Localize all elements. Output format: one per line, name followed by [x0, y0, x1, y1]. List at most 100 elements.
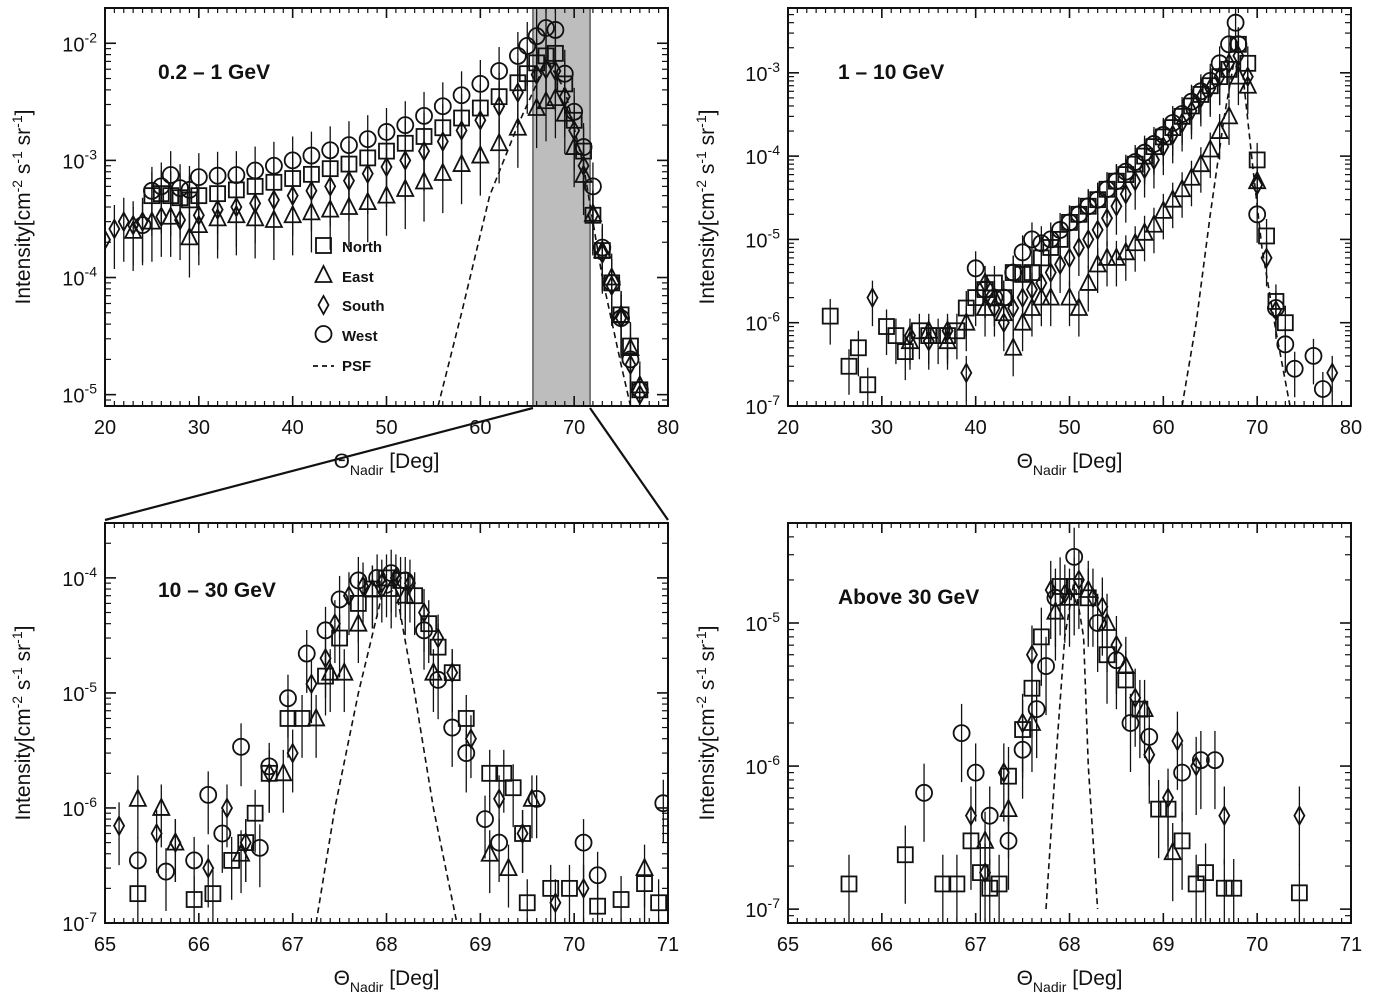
- east-point: [179, 226, 199, 246]
- south-point: [866, 286, 879, 309]
- north-point: [896, 846, 914, 864]
- south-point: [964, 804, 978, 827]
- west-point: [490, 833, 509, 852]
- west-point: [1046, 588, 1065, 607]
- west-point: [279, 689, 297, 708]
- y-tick-label: 10-5: [745, 609, 780, 636]
- y-axis-label: Intensity[cm-2 s-1 sr-1]: [9, 110, 35, 305]
- west-point: [915, 783, 933, 802]
- north-point: [518, 894, 536, 912]
- south-point: [286, 184, 299, 207]
- west-point: [1023, 230, 1041, 249]
- north-point: [840, 875, 858, 893]
- south-point: [324, 175, 337, 198]
- south-point: [1082, 228, 1095, 251]
- legend-east-marker: [314, 263, 333, 283]
- west-point: [584, 177, 602, 196]
- y-tick-label: 10-4: [62, 264, 97, 291]
- north-point: [878, 318, 895, 335]
- west-point: [227, 166, 246, 184]
- west-point: [1121, 714, 1140, 732]
- west-point: [1191, 751, 1210, 770]
- south-point: [1063, 247, 1076, 269]
- south-point: [328, 612, 341, 635]
- west-point: [1004, 263, 1023, 282]
- south-point: [305, 179, 318, 202]
- west-point: [189, 168, 208, 186]
- south-point: [549, 891, 562, 914]
- west-point: [994, 288, 1013, 307]
- west-point: [966, 763, 985, 782]
- x-tick-label: 50: [375, 417, 397, 439]
- south-point: [539, 58, 553, 81]
- west-point: [508, 46, 527, 65]
- south-point: [474, 109, 487, 132]
- west-point: [1140, 727, 1159, 746]
- east-point: [1172, 178, 1192, 198]
- west-point: [457, 744, 476, 762]
- west-point: [1041, 230, 1060, 249]
- x-tick-label: 70: [563, 934, 585, 956]
- x-tick-label: 60: [1152, 417, 1174, 439]
- west-point: [1154, 125, 1173, 144]
- panel-3-axes: 65 66 67 68 69 70 71 10-7 10-6 10-5 Intensity[cm-2…: [693, 522, 1362, 995]
- west-point: [1191, 82, 1210, 101]
- north-point: [948, 322, 966, 340]
- east-point: [480, 842, 500, 862]
- east-point: [1200, 138, 1220, 158]
- x-tick-label: 66: [188, 934, 210, 956]
- west-point: [358, 130, 377, 148]
- west-point: [1313, 380, 1332, 398]
- south-point: [960, 362, 973, 384]
- north-point: [859, 376, 877, 394]
- south-point: [446, 661, 459, 684]
- west-point: [157, 862, 175, 881]
- panel-1-1-10gev: 20 30 40 50 60 70 80 10-7 10-6 10-5 10-4 10-3 Intens…: [693, 7, 1362, 478]
- south-point: [1016, 286, 1029, 309]
- y-tick-label: 10-2: [62, 29, 97, 56]
- south-point: [1119, 183, 1132, 205]
- panel-0-axes: 20 30 40 50 60 70 8010-510-410-310-2Intensity[…: [9, 7, 679, 478]
- x-axis-label: ΘNadir [Deg]: [334, 967, 440, 995]
- west-point: [1173, 105, 1191, 123]
- panel-1-plot: [821, 8, 1339, 406]
- north-point: [542, 879, 560, 897]
- south-point: [1161, 786, 1175, 809]
- east-point: [1210, 120, 1230, 139]
- north-point: [246, 804, 264, 822]
- x-tick-label: 30: [188, 417, 210, 439]
- west-point: [452, 86, 471, 105]
- panel-2-title: 10 – 30 GeV: [158, 579, 276, 602]
- west-point: [1210, 54, 1229, 73]
- south-point: [1072, 236, 1085, 259]
- north-point: [612, 891, 630, 908]
- west-point: [264, 156, 283, 175]
- psf-curve: [437, 56, 632, 406]
- x-tick-label: 71: [1340, 934, 1362, 956]
- south-point: [380, 156, 393, 178]
- west-point: [1285, 359, 1304, 378]
- west-point: [1032, 234, 1051, 253]
- south-point: [1044, 261, 1057, 284]
- west-point: [152, 177, 171, 196]
- east-point: [1088, 253, 1108, 273]
- west-point: [1201, 71, 1220, 90]
- south-point: [493, 788, 506, 810]
- west-point: [588, 866, 607, 885]
- south-point: [903, 324, 917, 347]
- x-tick-label: 65: [777, 934, 799, 956]
- west-point: [396, 571, 415, 590]
- west-point: [1037, 657, 1055, 675]
- y-axis-label: Intensity[cm-2 s-1 sr-1]: [693, 110, 719, 305]
- east-point: [1182, 166, 1201, 186]
- south-point: [432, 627, 445, 649]
- north-point: [887, 327, 905, 345]
- south-point: [979, 861, 992, 884]
- west-point: [330, 590, 349, 609]
- south-point: [202, 857, 215, 879]
- south-point: [150, 822, 163, 845]
- x-tick-label: 40: [282, 417, 304, 439]
- north-point: [561, 879, 578, 897]
- south-point: [577, 877, 590, 900]
- west-point: [630, 380, 649, 399]
